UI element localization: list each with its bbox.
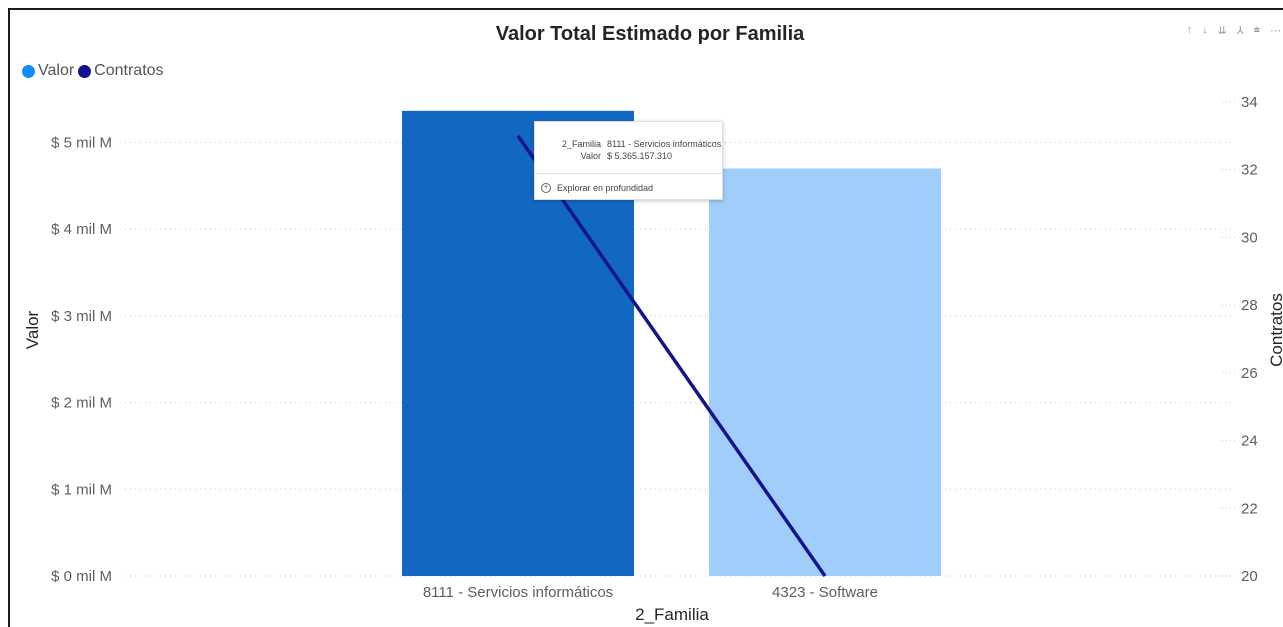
tooltip-key-familia: 2_Familia	[561, 139, 601, 149]
tooltip-key-valor: Valor	[580, 151, 601, 161]
tooltip-row-familia: 2_Familia 8111 - Servicios informáticos	[535, 139, 721, 149]
y2-tick-label-4: 28	[1241, 297, 1258, 314]
drill-down-label: Explorar en profundidad	[557, 183, 654, 193]
y-axis-left: $ 0 mil M $ 1 mil M $ 2 mil M $ 3 mil M $ 4 …	[51, 135, 112, 586]
contratos-line	[516, 134, 827, 578]
chart-legend: Valor Contratos	[22, 62, 168, 80]
x-axis-title: 2_Familia	[635, 605, 709, 624]
visual-header-toolbar: ↑ ↓ ⇊ ⅄ ⩧ ⋯	[1187, 24, 1281, 37]
y2-tick-label-7: 34	[1241, 94, 1258, 111]
y2-axis-title: Contratos	[1267, 293, 1283, 367]
y-tick-label-5: $ 5 mil M	[51, 135, 112, 152]
chart-visual-frame: ↑ ↓ ⇊ ⅄ ⩧ ⋯	[8, 8, 1283, 627]
y-tick-label-0: $ 0 mil M	[51, 568, 112, 585]
chart-title: Valor Total Estimado por Familia	[496, 23, 805, 45]
x-tick-label-0: 8111 - Servicios informáticos	[423, 584, 613, 601]
more-icon[interactable]: ⋯	[1270, 25, 1281, 37]
legend-item-valor[interactable]: Valor	[22, 62, 74, 80]
contratos-line-layer	[516, 134, 827, 578]
y2-tick-label-3: 26	[1241, 365, 1258, 382]
y2-tick-label-0: 20	[1241, 568, 1258, 585]
arrow-down-icon[interactable]: ↓	[1202, 24, 1208, 36]
drill-down-action[interactable]: + Explorar en profundidad	[541, 183, 653, 193]
y2-tick-label-6: 32	[1241, 162, 1258, 179]
y-tick-label-3: $ 3 mil M	[51, 308, 112, 325]
y2-tick-label-1: 22	[1241, 500, 1258, 517]
legend-label-valor: Valor	[38, 62, 75, 79]
gridlines	[125, 142, 1235, 577]
y-tick-label-1: $ 1 mil M	[51, 481, 112, 498]
legend-marker-contratos	[78, 64, 92, 78]
y2-tick-label-5: 30	[1241, 229, 1258, 246]
tooltip-divider	[535, 173, 722, 174]
hierarchy-icon[interactable]: ⅄	[1236, 25, 1244, 37]
x-axis: 8111 - Servicios informáticos 4323 - Soft…	[423, 584, 878, 601]
y-axis-right: 20 22 24 26 28 30 32 34	[1222, 94, 1258, 585]
filter-icon[interactable]: ⩧	[1253, 24, 1260, 36]
legend-label-contratos: Contratos	[94, 62, 164, 79]
tooltip-value-familia: 8111 - Servicios informáticos	[607, 139, 722, 149]
data-tooltip: 2_Familia 8111 - Servicios informáticos …	[534, 121, 723, 200]
y-axis-title: Valor	[23, 310, 42, 349]
double-arrow-down-icon[interactable]: ⇊	[1217, 25, 1227, 37]
arrow-up-icon[interactable]: ↑	[1186, 24, 1193, 36]
legend-item-contratos[interactable]: Contratos	[78, 62, 164, 80]
legend-marker-valor	[22, 64, 35, 78]
drill-down-icon: +	[541, 183, 551, 193]
bar-1[interactable]	[709, 168, 941, 576]
y-tick-label-4: $ 4 mil M	[51, 221, 112, 238]
x-tick-label-1: 4323 - Software	[772, 584, 878, 601]
y-tick-label-2: $ 2 mil M	[51, 395, 112, 412]
y2-tick-label-2: 24	[1241, 433, 1258, 450]
tooltip-row-valor: Valor $ 5.365.157.310	[535, 151, 672, 161]
tooltip-value-valor: $ 5.365.157.310	[607, 151, 673, 161]
